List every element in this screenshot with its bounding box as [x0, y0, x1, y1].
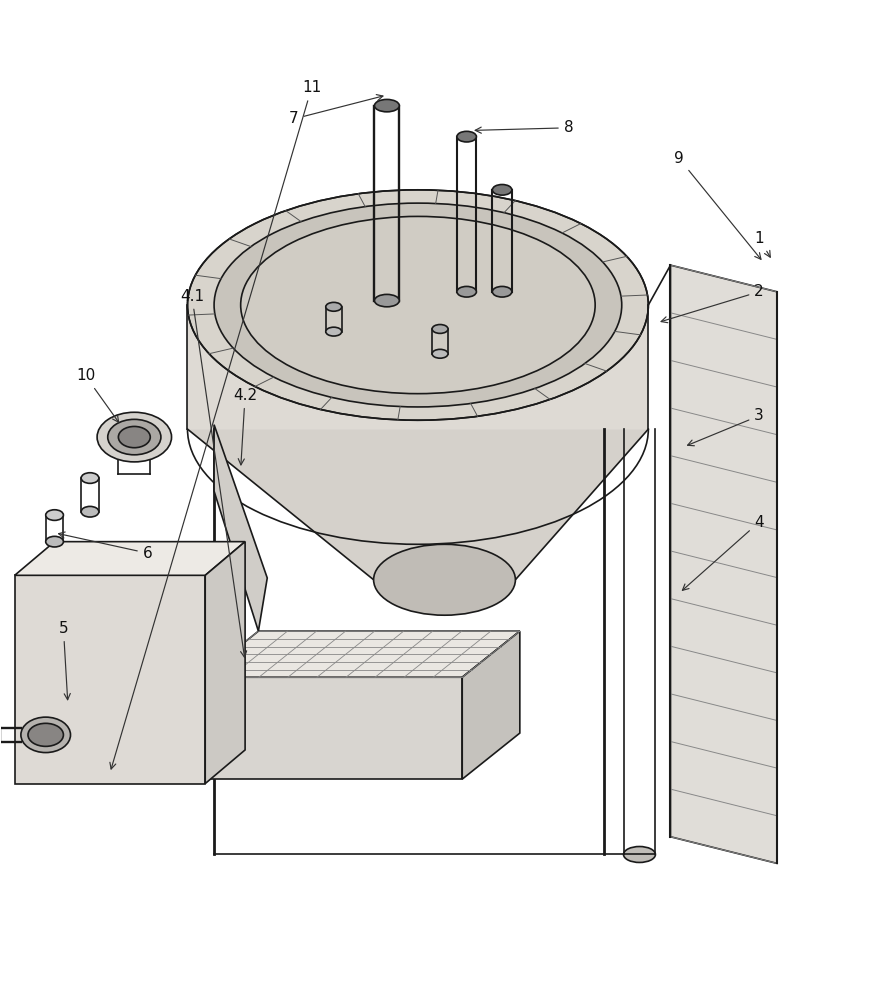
- Ellipse shape: [623, 847, 655, 862]
- Ellipse shape: [28, 723, 63, 746]
- Text: 4: 4: [683, 515, 764, 590]
- Ellipse shape: [373, 544, 516, 615]
- Text: 4.1: 4.1: [180, 289, 246, 657]
- Polygon shape: [214, 425, 268, 631]
- Polygon shape: [205, 542, 245, 784]
- Polygon shape: [15, 575, 205, 784]
- Ellipse shape: [457, 131, 477, 142]
- Ellipse shape: [374, 294, 399, 307]
- Ellipse shape: [118, 426, 150, 448]
- Text: 2: 2: [661, 284, 764, 323]
- Text: 9: 9: [675, 151, 761, 259]
- Ellipse shape: [325, 302, 341, 311]
- Polygon shape: [670, 265, 777, 863]
- Ellipse shape: [325, 327, 341, 336]
- Text: 6: 6: [59, 532, 153, 561]
- Text: 3: 3: [687, 408, 764, 446]
- Ellipse shape: [374, 99, 399, 112]
- Ellipse shape: [457, 286, 477, 297]
- Ellipse shape: [493, 185, 512, 195]
- Polygon shape: [188, 429, 648, 580]
- Ellipse shape: [432, 325, 448, 333]
- Text: 1: 1: [754, 231, 770, 257]
- Polygon shape: [201, 677, 462, 779]
- Ellipse shape: [81, 473, 99, 483]
- Ellipse shape: [20, 717, 70, 753]
- Ellipse shape: [241, 216, 595, 394]
- Text: 11: 11: [110, 80, 321, 769]
- Text: 4.2: 4.2: [233, 388, 257, 465]
- Text: 7: 7: [289, 95, 383, 126]
- Text: 8: 8: [476, 120, 573, 135]
- Ellipse shape: [45, 510, 63, 520]
- Polygon shape: [201, 631, 520, 677]
- Polygon shape: [188, 305, 648, 429]
- Ellipse shape: [97, 412, 172, 462]
- Text: 5: 5: [59, 621, 70, 700]
- Ellipse shape: [188, 190, 648, 420]
- Ellipse shape: [493, 286, 512, 297]
- Ellipse shape: [108, 419, 161, 455]
- Polygon shape: [462, 631, 520, 779]
- Text: 10: 10: [76, 368, 118, 422]
- Ellipse shape: [45, 536, 63, 547]
- Ellipse shape: [81, 506, 99, 517]
- Polygon shape: [15, 542, 245, 575]
- Ellipse shape: [214, 203, 621, 407]
- Ellipse shape: [432, 349, 448, 358]
